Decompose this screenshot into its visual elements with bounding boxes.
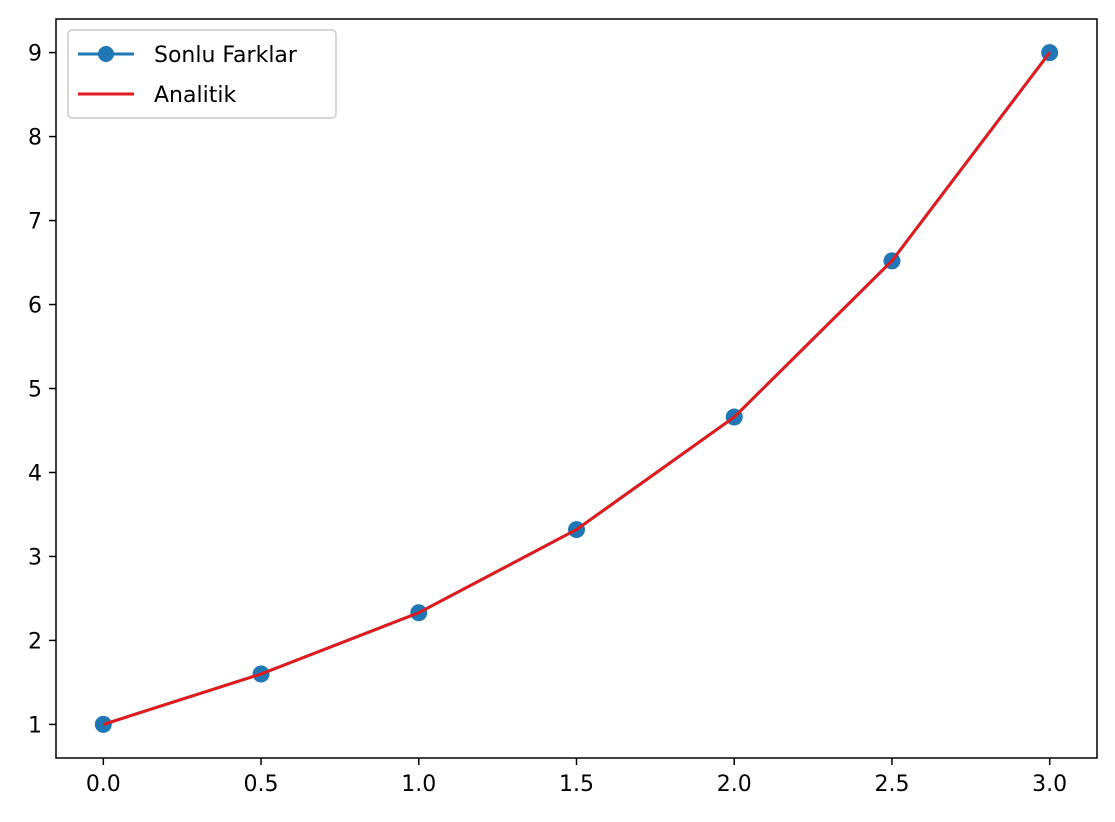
legend-sonlu-farklar-marker xyxy=(98,46,114,62)
legend-box xyxy=(67,29,337,119)
y-tick-label: 2 xyxy=(28,629,42,654)
y-tick-label: 5 xyxy=(28,378,42,403)
y-tick-label: 9 xyxy=(28,42,42,67)
y-tick-label: 8 xyxy=(28,126,42,151)
y-tick-label: 7 xyxy=(28,210,42,235)
legend-label-sonlu-farklar: Sonlu Farklar xyxy=(154,43,298,68)
x-tick-label: 0.5 xyxy=(244,772,279,797)
x-tick-label: 1.0 xyxy=(401,772,436,797)
y-tick-label: 3 xyxy=(28,545,42,570)
x-tick-label: 3.0 xyxy=(1032,772,1067,797)
y-tick-label: 6 xyxy=(28,294,42,319)
x-tick-label: 0.0 xyxy=(86,772,121,797)
y-tick-label: 4 xyxy=(28,461,42,486)
series-analitik-line xyxy=(102,51,1051,726)
axes: 0.0 0.5 1.0 1.5 2.0 2.5 3.0 1 2 3 4 5 6 7 8 9 xyxy=(28,18,1098,797)
x-tick-label: 1.5 xyxy=(559,772,594,797)
legend: Sonlu Farklar Analitik xyxy=(67,29,337,119)
y-tick-label: 1 xyxy=(28,713,42,738)
plot-area xyxy=(94,44,1059,733)
x-tick-label: 2.5 xyxy=(874,772,909,797)
legend-label-analitik: Analitik xyxy=(154,83,236,108)
x-tick-label: 2.0 xyxy=(717,772,752,797)
